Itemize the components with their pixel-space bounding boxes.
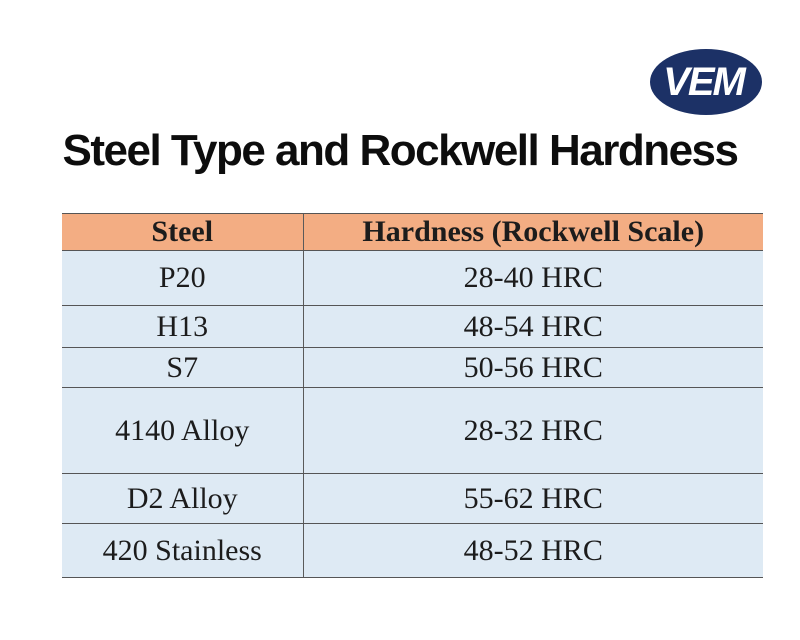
vem-logo-text: VEM (663, 60, 746, 104)
steel-cell: H13 (62, 305, 303, 348)
table-row: 420 Stainless 48-52 HRC (62, 523, 763, 578)
table-row: P20 28-40 HRC (62, 250, 763, 306)
hardness-header-cell: Hardness (Rockwell Scale) (302, 213, 763, 251)
table-row: S7 50-56 HRC (62, 347, 763, 388)
hardness-cell: 55-62 HRC (302, 473, 763, 524)
hardness-cell: 28-40 HRC (302, 250, 763, 306)
hardness-cell: 48-54 HRC (302, 305, 763, 348)
hardness-cell: 48-52 HRC (302, 523, 763, 578)
vem-logo: VEM (650, 49, 762, 115)
steel-cell: 4140 Alloy (62, 387, 303, 474)
hardness-cell: 28-32 HRC (302, 387, 763, 474)
steel-header-cell: Steel (62, 213, 303, 251)
hardness-table: Steel Hardness (Rockwell Scale) P20 28-4… (62, 213, 763, 578)
table-row: 4140 Alloy 28-32 HRC (62, 387, 763, 474)
table-row: D2 Alloy 55-62 HRC (62, 473, 763, 524)
steel-cell: D2 Alloy (62, 473, 303, 524)
hardness-cell: 50-56 HRC (302, 347, 763, 388)
table-row: H13 48-54 HRC (62, 305, 763, 348)
table-header-row: Steel Hardness (Rockwell Scale) (62, 213, 763, 251)
page-title: Steel Type and Rockwell Hardness (62, 126, 740, 175)
steel-cell: 420 Stainless (62, 523, 303, 578)
steel-cell: P20 (62, 250, 303, 306)
steel-cell: S7 (62, 347, 303, 388)
